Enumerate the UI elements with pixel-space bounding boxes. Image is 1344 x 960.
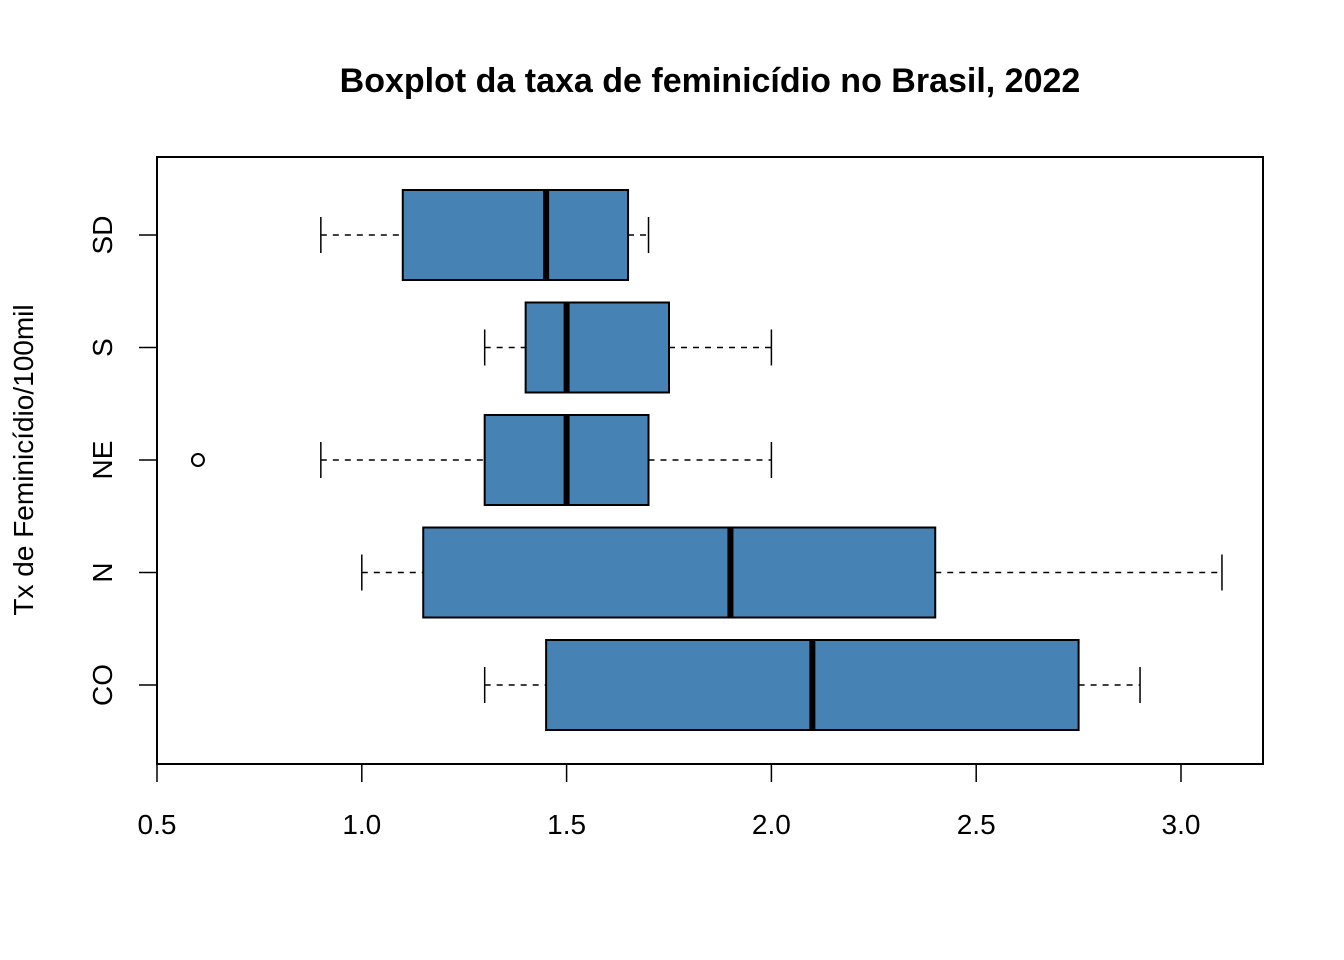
y-tick-label-ne: NE (87, 441, 118, 480)
box-sd (401, 189, 630, 281)
y-tick-label-co: CO (87, 664, 118, 706)
x-axis: 0.5 1.0 1.5 2.0 2.5 3.0 (138, 763, 1201, 840)
box-n (422, 526, 937, 619)
x-tick-label-1: 1.0 (342, 809, 381, 840)
box-group-n (361, 526, 1223, 619)
x-tick-label-5: 3.0 (1162, 809, 1201, 840)
chart-title: Boxplot da taxa de feminicídio no Brasil… (340, 62, 1081, 100)
box-group-s (483, 301, 773, 394)
x-tick-label-2: 1.5 (547, 809, 586, 840)
boxes-layer (190, 189, 1223, 731)
y-tick-label-n: N (87, 562, 118, 582)
box-group-ne (190, 414, 773, 506)
y-tick-label-sd: SD (87, 216, 118, 255)
x-tick-label-0: 0.5 (138, 809, 177, 840)
y-axis-label: Tx de Feminicídio/100mil (8, 304, 39, 615)
box-s (524, 301, 671, 394)
outlier-ne-0 (190, 453, 205, 467)
box-group-co (483, 639, 1141, 731)
y-tick-label-s: S (87, 338, 118, 357)
y-axis: CO N NE S SD (87, 216, 157, 706)
x-tick-label-3: 2.0 (752, 809, 791, 840)
x-tick-label-4: 2.5 (957, 809, 996, 840)
box-group-sd (320, 189, 650, 281)
